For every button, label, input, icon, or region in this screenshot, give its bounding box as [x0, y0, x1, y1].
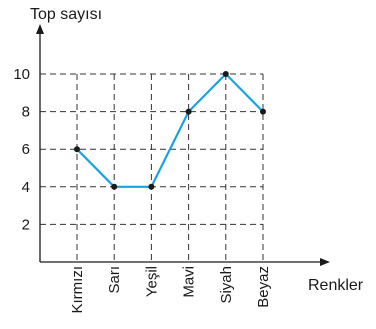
- data-point: [74, 146, 80, 153]
- y-axis-title: Top sayısı: [30, 6, 102, 23]
- x-tick-label: Kırmızı: [69, 266, 86, 314]
- series-line: [76, 72, 264, 188]
- x-axis-title: Renkler: [308, 277, 364, 294]
- data-point: [185, 108, 192, 115]
- x-tick-label: Sarı: [106, 266, 123, 294]
- x-tick-label: Yeşil: [143, 266, 160, 297]
- data-point: [260, 108, 266, 115]
- x-tick-labels: Kırmızı Sarı Yeşil Mavi Siyah Beyaz: [69, 266, 272, 314]
- series-layer: [74, 71, 266, 190]
- grid-layer: [40, 73, 264, 262]
- y-tick-label: 6: [22, 141, 30, 158]
- y-tick-labels: 2 4 6 8 10: [13, 66, 30, 233]
- data-point: [111, 183, 118, 190]
- y-tick-label: 8: [22, 104, 30, 121]
- y-tick-label: 2: [22, 216, 30, 233]
- y-tick-label: 10: [13, 66, 30, 83]
- y-axis-arrow: [36, 24, 44, 34]
- y-tick-label: 4: [22, 179, 30, 196]
- x-axis-arrow: [320, 258, 330, 266]
- x-tick-label: Mavi: [181, 266, 198, 298]
- x-tick-label: Siyah: [218, 266, 235, 304]
- axes-layer: Top sayısı Renkler: [30, 6, 364, 294]
- data-point: [148, 183, 155, 190]
- x-tick-label: Beyaz: [255, 266, 272, 308]
- data-point: [222, 71, 229, 77]
